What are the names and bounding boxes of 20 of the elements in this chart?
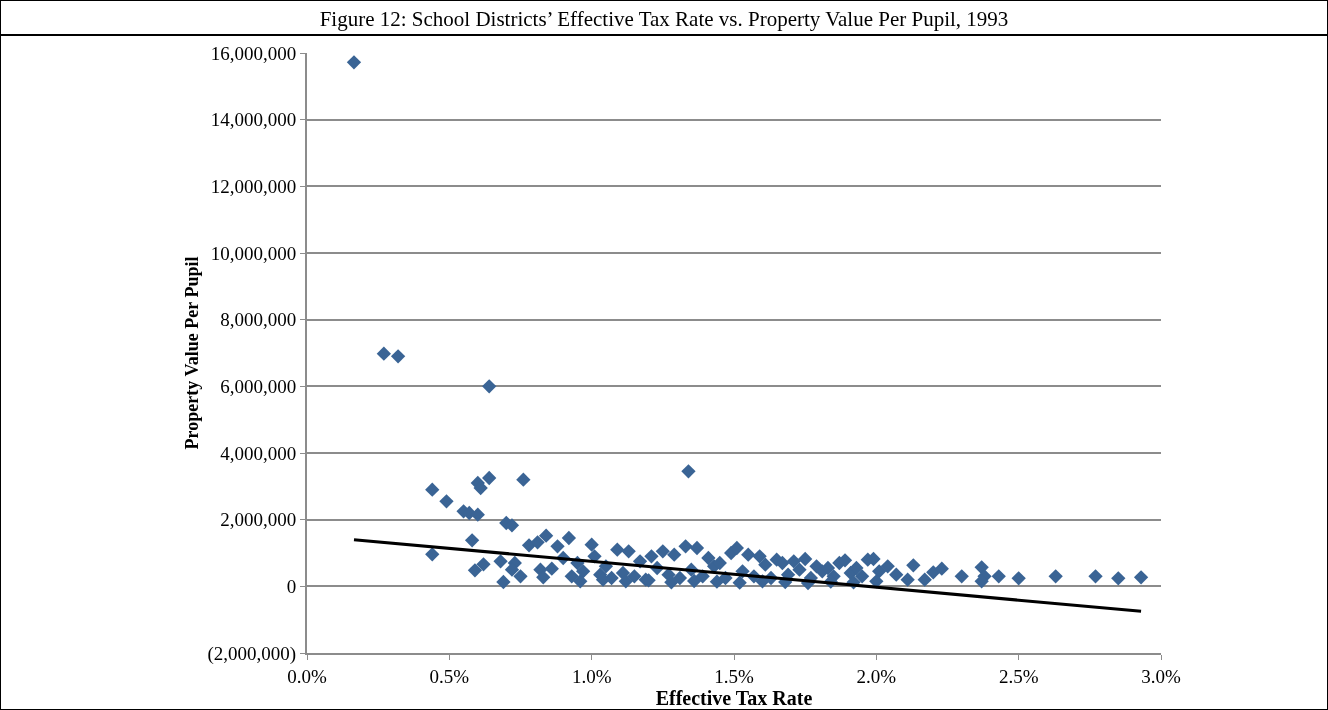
y-tick-label: 8,000,000 bbox=[220, 309, 297, 331]
y-tick-label: 14,000,000 bbox=[210, 109, 297, 131]
x-axis-title: Effective Tax Rate bbox=[655, 687, 813, 709]
x-tick-label: 1.0% bbox=[571, 665, 612, 687]
chart-title: Figure 12: School Districts’ Effective Tax Rate vs. Property Value Per Pupil, 1993 bbox=[319, 7, 1009, 32]
y-tick-label: 2,000,000 bbox=[220, 509, 297, 531]
y-tick-label: 6,000,000 bbox=[220, 375, 297, 397]
y-tick-label: 10,000,000 bbox=[210, 242, 297, 264]
y-tick-label: (2,000,000) bbox=[207, 642, 297, 665]
x-tick-label: 0.5% bbox=[429, 665, 470, 687]
y-tick-label: 12,000,000 bbox=[210, 175, 297, 197]
y-tick-label: 4,000,000 bbox=[220, 442, 297, 464]
y-tick-label: 0 bbox=[286, 575, 297, 597]
x-tick-label: 0.0% bbox=[287, 665, 327, 687]
y-tick-label: 16,000,000 bbox=[210, 42, 297, 64]
x-tick-label: 1.5% bbox=[714, 665, 754, 687]
x-tick-label: 3.0% bbox=[1141, 665, 1181, 687]
x-tick-label: 2.5% bbox=[998, 665, 1039, 687]
y-axis-title: Property Value Per Pupil bbox=[182, 256, 203, 450]
x-tick-label: 2.0% bbox=[856, 665, 897, 687]
